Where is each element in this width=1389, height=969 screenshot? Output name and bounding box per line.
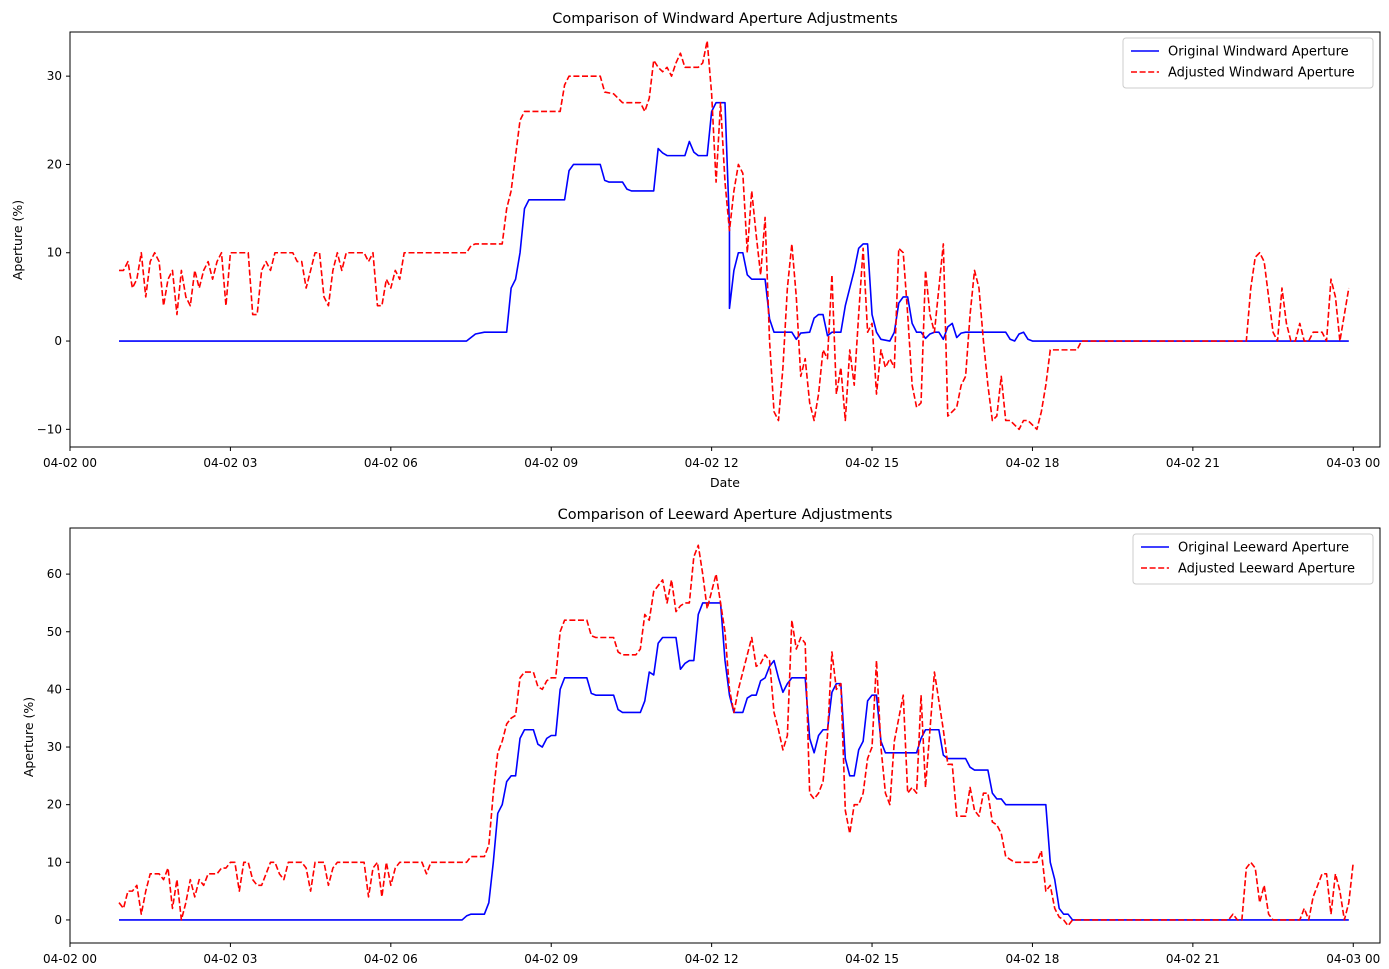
leeward-y-tick-label: 10: [47, 855, 62, 869]
leeward-y-tick-label: 60: [47, 567, 62, 581]
leeward-y-tick-label: 30: [47, 740, 62, 754]
windward-legend-box: [1122, 37, 1374, 89]
windward-x-axis-label: Date: [710, 475, 740, 490]
windward-axes-frame: [69, 31, 1381, 448]
leeward-x-tick-label: 04-02 09: [524, 952, 578, 966]
windward-y-tick-label: 0: [54, 334, 62, 348]
windward-chart: Comparison of Windward Aperture Adjustme…: [10, 11, 1381, 490]
windward-legend-label: Adjusted Windward Aperture: [1168, 66, 1355, 81]
windward-y-tick-label: −10: [37, 422, 62, 436]
leeward-chart-title: Comparison of Leeward Aperture Adjustmen…: [558, 507, 893, 523]
windward-y-tick-label: 30: [47, 69, 62, 83]
leeward-x-tick-label: 04-03 00: [1326, 952, 1380, 966]
leeward-legend: Original Leeward Aperture Adjusted Leewar…: [1132, 533, 1374, 585]
windward-y-axis-label: Aperture (%): [10, 200, 25, 280]
windward-chart-title: Comparison of Windward Aperture Adjustme…: [552, 11, 898, 27]
leeward-x-tick-label: 04-02 06: [364, 952, 418, 966]
leeward-y-tick-label: 50: [47, 625, 62, 639]
leeward-legend-box: [1132, 533, 1374, 585]
windward-y-tick-label: 20: [47, 157, 62, 171]
leeward-chart: Comparison of Leeward Aperture Adjustmen…: [21, 507, 1381, 966]
leeward-y-tick-label: 40: [47, 682, 62, 696]
leeward-x-tick-label: 04-02 03: [203, 952, 257, 966]
windward-series-original-line: [119, 101, 1349, 342]
windward-x-tick-label: 04-02 18: [1005, 456, 1059, 470]
windward-x-tick-label: 04-02 21: [1166, 456, 1220, 470]
leeward-x-tick-label: 04-02 00: [43, 952, 97, 966]
leeward-legend-label: Adjusted Leeward Aperture: [1178, 562, 1355, 577]
windward-x-tick-label: 04-02 06: [364, 456, 418, 470]
windward-x-tick-label: 04-02 15: [845, 456, 899, 470]
leeward-axes-frame: [69, 527, 1381, 944]
leeward-x-tick-label: 04-02 15: [845, 952, 899, 966]
leeward-x-tick-label: 04-02 18: [1005, 952, 1059, 966]
leeward-x-tick-label: 04-02 12: [685, 952, 739, 966]
leeward-y-axis-label: Aperture (%): [21, 697, 36, 777]
windward-legend-label: Original Windward Aperture: [1168, 45, 1349, 60]
windward-x-tick-label: 04-02 03: [203, 456, 257, 470]
windward-x-tick-label: 04-02 12: [685, 456, 739, 470]
leeward-legend-label: Original Leeward Aperture: [1178, 541, 1349, 556]
windward-series-adjusted-line: [119, 40, 1350, 431]
leeward-y-tick-label: 0: [54, 913, 62, 927]
leeward-y-tick-label: 20: [47, 798, 62, 812]
windward-legend: Original Windward Aperture Adjusted Windw…: [1122, 37, 1374, 89]
windward-x-tick-label: 04-03 00: [1326, 456, 1380, 470]
leeward-series-original-line: [119, 602, 1349, 921]
leeward-series-adjusted-line: [118, 544, 1355, 927]
leeward-x-tick-label: 04-02 21: [1166, 952, 1220, 966]
windward-x-tick-label: 04-02 00: [43, 456, 97, 470]
windward-y-tick-label: 10: [47, 246, 62, 260]
windward-x-tick-label: 04-02 09: [524, 456, 578, 470]
